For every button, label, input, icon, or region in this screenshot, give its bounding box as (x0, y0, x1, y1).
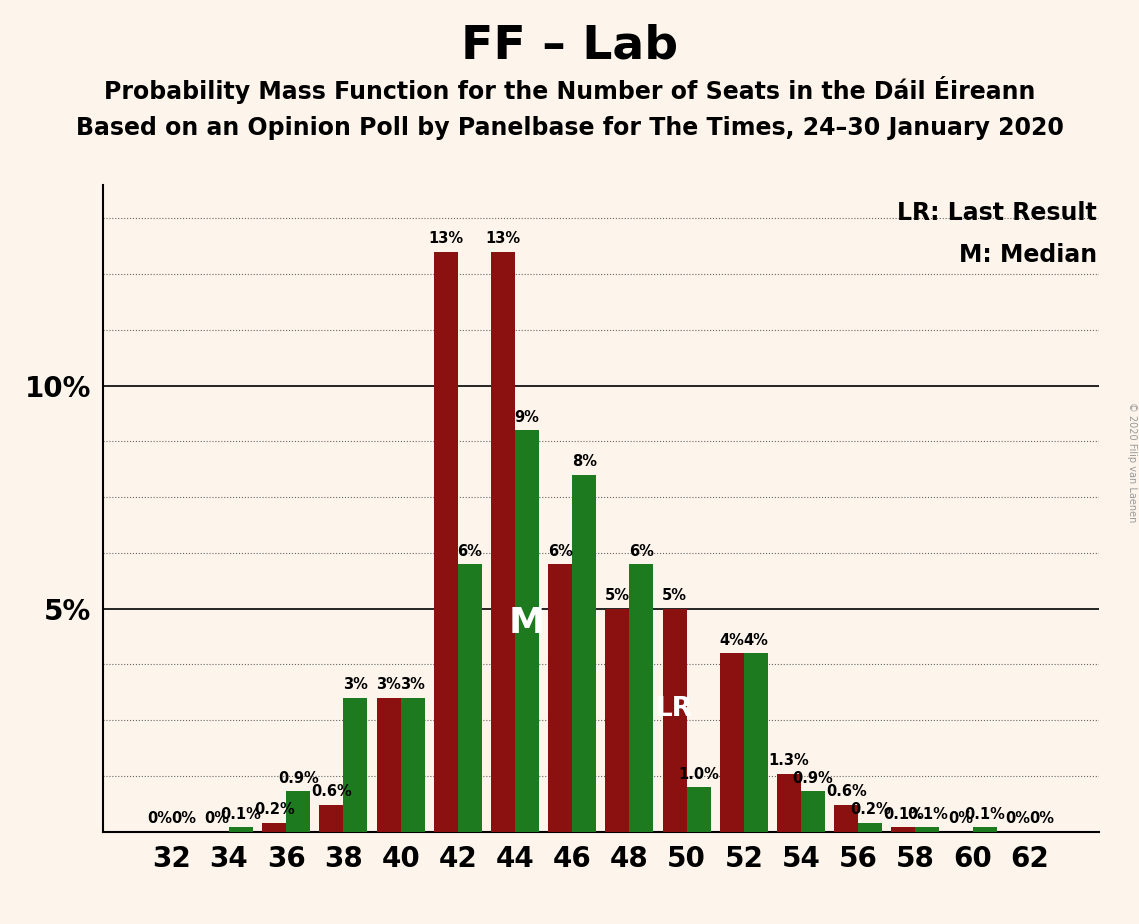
Text: 3%: 3% (343, 677, 368, 692)
Text: © 2020 Filip van Laenen: © 2020 Filip van Laenen (1128, 402, 1137, 522)
Bar (229, 827, 253, 832)
Text: 0%: 0% (171, 811, 196, 826)
Text: 0%: 0% (1030, 811, 1055, 826)
Text: 6%: 6% (629, 543, 654, 559)
Text: 4%: 4% (744, 633, 769, 648)
Text: 0%: 0% (1006, 811, 1031, 826)
Bar (687, 787, 711, 832)
Text: 6%: 6% (458, 543, 482, 559)
Text: 0%: 0% (948, 811, 973, 826)
Bar (491, 251, 515, 832)
Text: 0.2%: 0.2% (850, 802, 891, 818)
Text: 1.3%: 1.3% (769, 753, 810, 768)
Text: 0.1%: 0.1% (221, 807, 262, 821)
Bar (720, 653, 744, 832)
Text: 0%: 0% (205, 811, 230, 826)
Text: 0.1%: 0.1% (965, 807, 1005, 821)
Text: 4%: 4% (720, 633, 744, 648)
Text: 0.9%: 0.9% (793, 772, 834, 786)
Text: 0%: 0% (147, 811, 172, 826)
Bar (262, 822, 286, 832)
Bar (834, 805, 858, 832)
Bar (458, 564, 482, 832)
Bar (515, 431, 539, 832)
Bar (606, 609, 630, 832)
Text: M: Median: M: Median (959, 243, 1097, 267)
Text: 0.9%: 0.9% (278, 772, 319, 786)
Bar (801, 792, 825, 832)
Text: 13%: 13% (428, 231, 464, 247)
Bar (344, 698, 368, 832)
Bar (777, 773, 801, 832)
Text: M: M (509, 606, 546, 639)
Bar (401, 698, 425, 832)
Bar (630, 564, 654, 832)
Text: 0.6%: 0.6% (311, 784, 352, 799)
Text: 0.1%: 0.1% (907, 807, 948, 821)
Text: 5%: 5% (662, 589, 687, 603)
Text: 0.1%: 0.1% (883, 807, 924, 821)
Bar (548, 564, 572, 832)
Bar (319, 805, 344, 832)
Text: 8%: 8% (572, 455, 597, 469)
Text: FF – Lab: FF – Lab (461, 23, 678, 68)
Text: 1.0%: 1.0% (678, 767, 719, 782)
Text: 3%: 3% (400, 677, 425, 692)
Text: 0.2%: 0.2% (254, 802, 295, 818)
Bar (377, 698, 401, 832)
Text: Probability Mass Function for the Number of Seats in the Dáil Éireann: Probability Mass Function for the Number… (104, 76, 1035, 103)
Bar (916, 827, 940, 832)
Bar (744, 653, 768, 832)
Bar (858, 822, 883, 832)
Text: 9%: 9% (515, 409, 540, 425)
Text: 6%: 6% (548, 543, 573, 559)
Text: 5%: 5% (605, 589, 630, 603)
Bar (434, 251, 458, 832)
Bar (663, 609, 687, 832)
Bar (892, 827, 916, 832)
Bar (973, 827, 997, 832)
Bar (572, 475, 596, 832)
Text: 13%: 13% (485, 231, 521, 247)
Bar (286, 792, 310, 832)
Text: LR: LR (656, 696, 694, 722)
Text: 3%: 3% (376, 677, 401, 692)
Text: Based on an Opinion Poll by Panelbase for The Times, 24–30 January 2020: Based on an Opinion Poll by Panelbase fo… (75, 116, 1064, 140)
Text: 0.6%: 0.6% (826, 784, 867, 799)
Text: LR: Last Result: LR: Last Result (898, 201, 1097, 225)
